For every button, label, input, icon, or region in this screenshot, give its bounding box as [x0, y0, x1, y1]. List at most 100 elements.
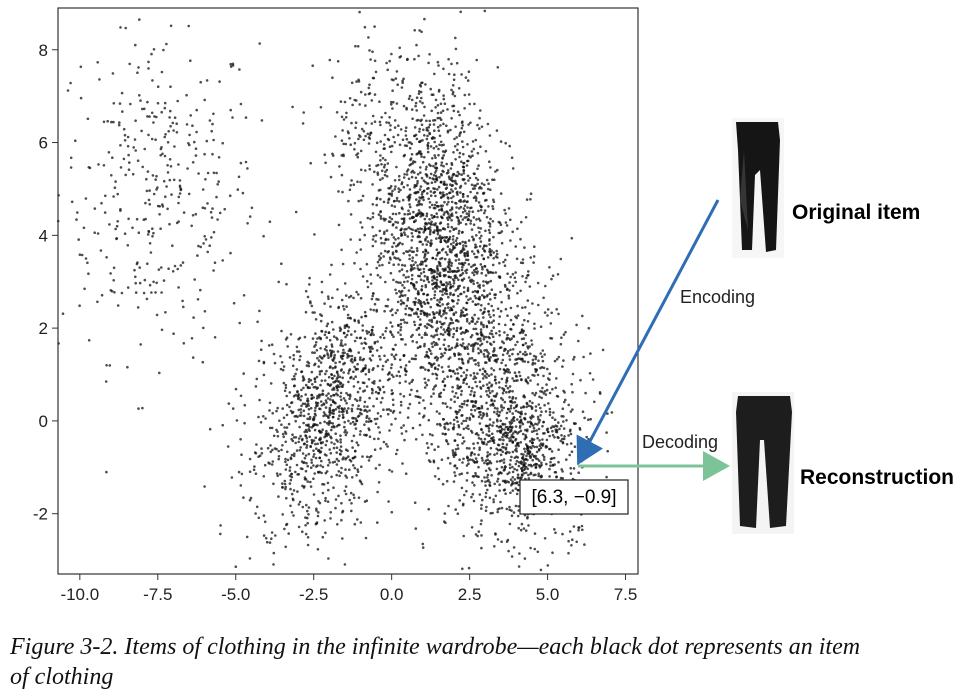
- scatter-point: [114, 180, 117, 183]
- scatter-point: [485, 340, 489, 344]
- scatter-point: [360, 226, 364, 229]
- scatter-point: [467, 385, 471, 389]
- scatter-point: [348, 137, 351, 140]
- scatter-point: [392, 263, 396, 267]
- scatter-point: [302, 409, 306, 413]
- scatter-point: [452, 235, 455, 238]
- scatter-point: [445, 241, 448, 244]
- scatter-point: [494, 378, 497, 381]
- scatter-point: [452, 241, 455, 244]
- scatter-point: [299, 355, 302, 358]
- scatter-point: [278, 419, 281, 423]
- scatter-point: [371, 294, 375, 298]
- scatter-point: [116, 192, 119, 196]
- scatter-point: [502, 388, 506, 391]
- scatter-point: [205, 139, 209, 143]
- scatter-point: [422, 279, 426, 283]
- scatter-point: [413, 171, 416, 174]
- scatter-point: [457, 172, 461, 176]
- scatter-point: [147, 67, 150, 70]
- scatter-point: [534, 409, 538, 412]
- scatter-point: [410, 142, 414, 146]
- scatter-point: [329, 517, 332, 520]
- scatter-point: [325, 401, 328, 404]
- scatter-point: [349, 213, 353, 216]
- scatter-point: [465, 368, 469, 372]
- scatter-point: [389, 184, 393, 188]
- scatter-point: [355, 474, 358, 477]
- scatter-point: [462, 402, 466, 406]
- scatter-point: [116, 220, 119, 223]
- scatter-point: [297, 503, 301, 506]
- scatter-point: [216, 183, 219, 186]
- scatter-point: [376, 521, 379, 524]
- scatter-point: [121, 110, 124, 113]
- scatter-point: [450, 264, 453, 268]
- scatter-point: [461, 342, 465, 345]
- scatter-point: [427, 280, 431, 284]
- scatter-point: [194, 154, 198, 157]
- scatter-point: [315, 465, 318, 468]
- scatter-point: [448, 248, 452, 251]
- scatter-point: [426, 129, 430, 132]
- scatter-point: [289, 333, 293, 336]
- scatter-point: [489, 251, 492, 254]
- scatter-point: [374, 234, 378, 237]
- scatter-point: [319, 421, 322, 425]
- scatter-point: [437, 129, 441, 132]
- scatter-point: [155, 188, 158, 191]
- scatter-point: [455, 416, 459, 420]
- scatter-point: [456, 110, 460, 113]
- scatter-point: [477, 465, 480, 469]
- scatter-point: [432, 206, 436, 210]
- reconstruction-label: Reconstruction: [800, 466, 954, 489]
- scatter-point: [150, 291, 153, 294]
- scatter-point: [442, 388, 446, 392]
- scatter-point: [324, 496, 327, 500]
- scatter-point: [389, 124, 392, 127]
- scatter-point: [373, 342, 377, 345]
- scatter-point: [414, 354, 418, 357]
- scatter-point: [438, 301, 441, 304]
- scatter-point: [561, 437, 564, 441]
- scatter-point: [339, 341, 343, 345]
- scatter-point: [374, 70, 378, 74]
- scatter-point: [313, 311, 316, 314]
- scatter-point: [396, 308, 399, 312]
- scatter-point: [455, 368, 459, 371]
- scatter-point: [358, 398, 362, 402]
- scatter-point: [437, 153, 440, 157]
- scatter-point: [486, 476, 489, 479]
- scatter-point: [310, 304, 314, 308]
- scatter-point: [356, 45, 360, 48]
- scatter-point: [501, 358, 505, 362]
- scatter-point: [511, 470, 515, 474]
- scatter-point: [336, 60, 340, 63]
- scatter-point: [482, 323, 485, 327]
- scatter-point: [348, 498, 352, 502]
- scatter-point: [401, 198, 405, 202]
- scatter-point: [353, 496, 356, 500]
- scatter-point: [288, 391, 292, 394]
- scatter-point: [295, 368, 299, 371]
- scatter-point: [292, 384, 296, 388]
- scatter-point: [301, 452, 305, 455]
- scatter-point: [242, 496, 245, 499]
- scatter-point: [522, 453, 525, 456]
- scatter-point: [210, 129, 213, 133]
- scatter-point: [463, 493, 466, 497]
- scatter-point: [408, 94, 412, 98]
- scatter-point: [368, 133, 372, 137]
- scatter-point: [266, 446, 270, 450]
- scatter-point: [433, 448, 437, 452]
- scatter-point: [362, 357, 366, 361]
- scatter-point: [388, 116, 391, 119]
- scatter-point: [492, 257, 496, 260]
- scatter-point: [431, 157, 434, 160]
- scatter-point: [283, 426, 286, 429]
- scatter-point: [417, 54, 420, 58]
- scatter-point: [325, 439, 329, 443]
- scatter-point: [392, 348, 395, 351]
- scatter-point: [480, 534, 483, 537]
- scatter-point: [330, 320, 334, 324]
